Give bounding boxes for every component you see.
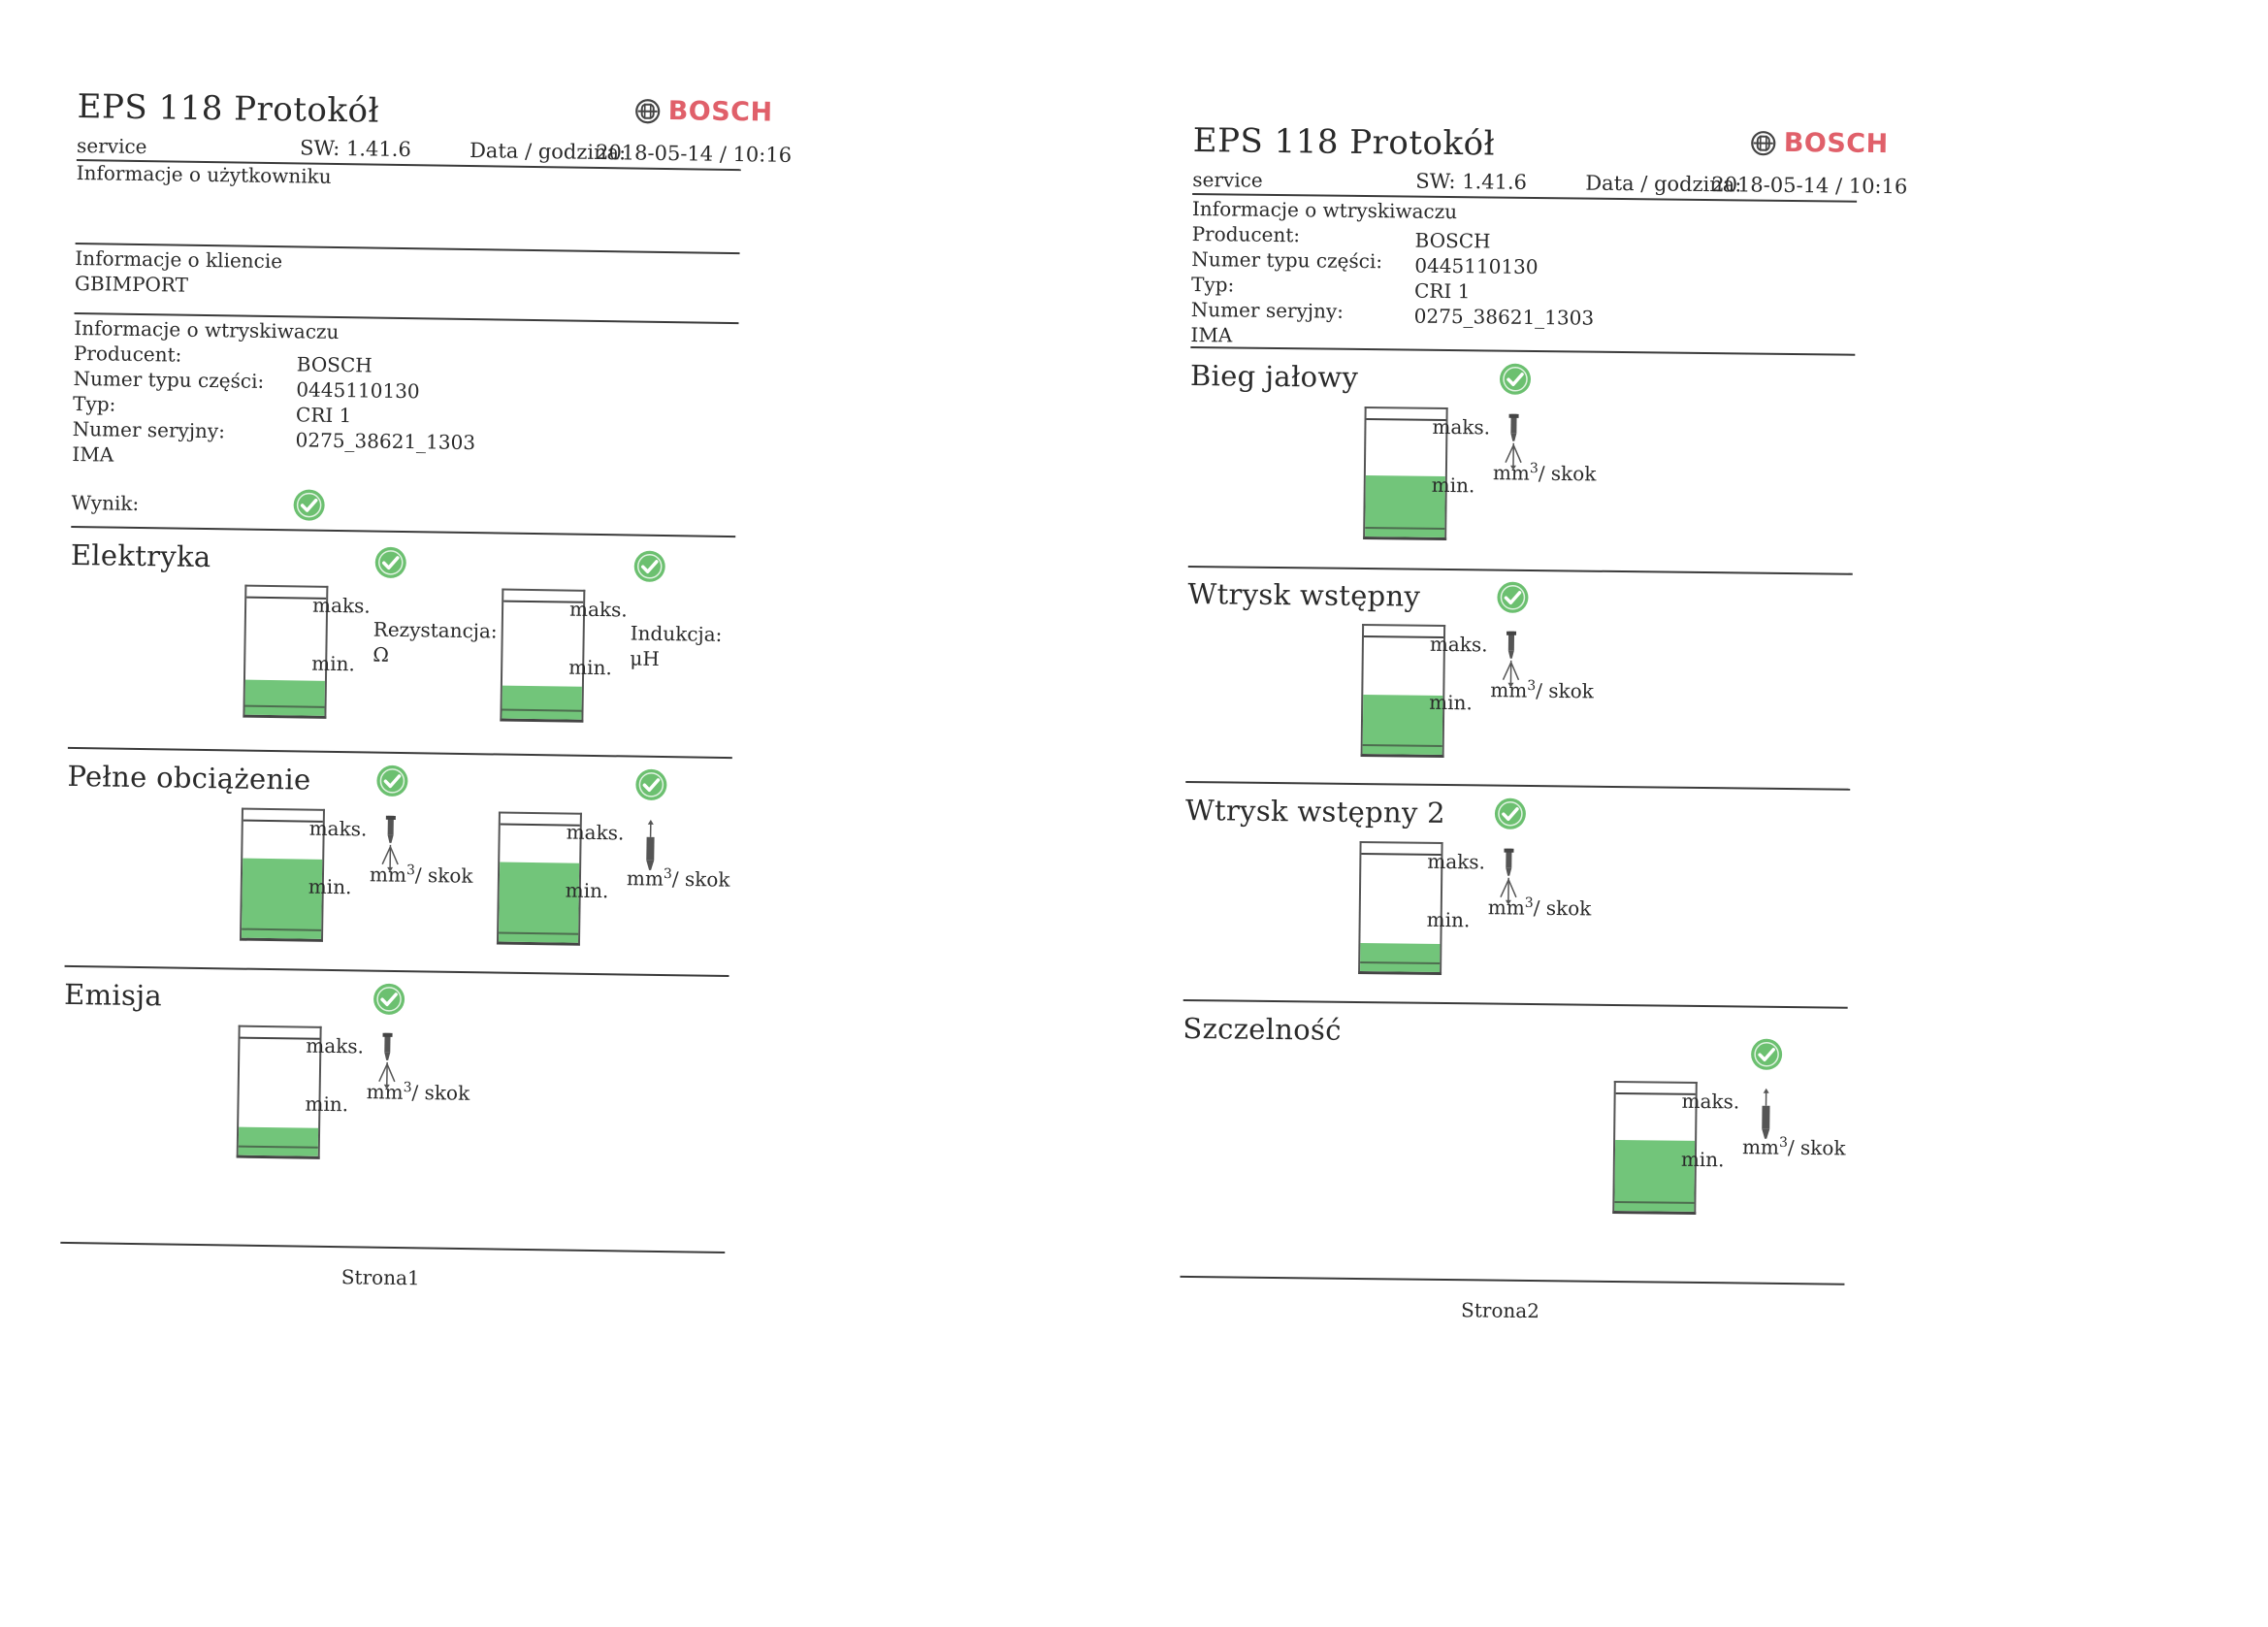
bosch-wordmark: BOSCH	[1783, 127, 1889, 160]
bosch-logo: BOSCH	[1751, 127, 1889, 160]
min-label: min.	[1429, 690, 1473, 715]
elektryka-ok-icon	[374, 546, 408, 580]
wtrysk-ok-icon	[1496, 581, 1529, 614]
bosch-emblem-icon	[635, 98, 661, 123]
min-label: min.	[305, 1091, 349, 1117]
section-title-wtrysk-wstepny: Wtrysk wstępny	[1187, 576, 1421, 613]
max-label: maks.	[1429, 632, 1488, 657]
max-label: maks.	[1681, 1089, 1740, 1114]
injector-info-heading: Informacje o wtryskiwaczu	[74, 315, 340, 344]
producer-label: Producent:	[73, 341, 182, 367]
result-ok-icon	[292, 488, 326, 522]
min-label: min.	[568, 655, 612, 680]
section-title-wtrysk-wstepny-2: Wtrysk wstępny 2	[1184, 793, 1446, 830]
serial-label: Numer seryjny:	[1190, 297, 1345, 323]
min-label: min.	[1426, 907, 1471, 932]
szczelnosc-ok-icon	[1750, 1038, 1783, 1071]
type-value: CRI 1	[1413, 278, 1471, 304]
pelne-ok-icon	[634, 768, 668, 802]
part-number-value: 0445110130	[1414, 253, 1539, 279]
section-title-emisja: Emisja	[63, 977, 163, 1013]
divider	[67, 746, 732, 760]
max-label: maks.	[1432, 414, 1491, 439]
producer-label: Producent:	[1191, 221, 1301, 247]
footer-divider	[1180, 1275, 1845, 1285]
bosch-emblem-icon	[1751, 130, 1776, 155]
part-number-label: Numer typu części:	[1191, 246, 1383, 274]
unit-mm3-per-stroke: mm3/ skok	[1492, 460, 1597, 486]
injector-info-heading: Informacje o wtryskiwaczu	[1191, 196, 1458, 224]
ima-label: IMA	[1190, 322, 1233, 347]
page-title: EPS 118 Protokół	[1192, 121, 1496, 164]
unit-mm3-per-stroke: mm3/ skok	[369, 862, 473, 888]
page-title: EPS 118 Protokół	[77, 87, 380, 131]
section-title-bieg-jalowy: Bieg jałowy	[1189, 358, 1359, 394]
client-name: GBIMPORT	[74, 271, 189, 297]
bosch-logo: BOSCH	[634, 96, 773, 128]
min-label: min.	[311, 651, 356, 676]
max-label: maks.	[1427, 849, 1486, 874]
serial-value: 0275_38621_1303	[295, 428, 476, 455]
type-label: Typ:	[1190, 272, 1235, 297]
bosch-wordmark: BOSCH	[667, 96, 773, 128]
divider	[71, 525, 736, 538]
part-number-value: 0445110130	[296, 377, 420, 404]
unit-mm3-per-stroke: mm3/ skok	[366, 1080, 470, 1105]
divider	[1190, 345, 1856, 356]
divider	[1183, 998, 1848, 1009]
resistance-unit: Ω	[373, 642, 390, 667]
date-value: 2018-05-14 / 10:16	[595, 140, 793, 167]
max-label: maks.	[568, 597, 628, 622]
divider	[1185, 780, 1851, 791]
producer-value: BOSCH	[1414, 228, 1491, 253]
producer-value: BOSCH	[296, 352, 373, 377]
emisja-ok-icon	[373, 983, 406, 1017]
min-label: min.	[1680, 1147, 1725, 1172]
date-value: 2018-05-14 / 10:16	[1711, 173, 1908, 199]
unit-mm3-per-stroke: mm3/ skok	[626, 866, 730, 892]
serial-value: 0275_38621_1303	[1413, 304, 1595, 330]
type-label: Typ:	[72, 391, 116, 416]
service-label: service	[1192, 167, 1263, 192]
client-info-heading: Informacje o kliencie	[75, 245, 283, 274]
page-number: Strona1	[340, 1265, 420, 1290]
page-number: Strona2	[1460, 1298, 1540, 1323]
section-title-elektryka: Elektryka	[70, 537, 211, 574]
resistance-label: Rezystancja:	[373, 617, 498, 643]
unit-mm3-per-stroke: mm3/ skok	[1490, 677, 1594, 703]
unit-mm3-per-stroke: mm3/ skok	[1487, 895, 1592, 921]
type-value: CRI 1	[295, 403, 352, 428]
max-label: maks.	[308, 816, 368, 841]
section-title-pelne-obciazenie: Pełne obciążenie	[67, 759, 311, 797]
unit-mm3-per-stroke: mm3/ skok	[1741, 1134, 1846, 1160]
protocol-page-1: EPS 118 Protokół service SW: 1.41.6 Data…	[55, 87, 1086, 1596]
pelne-ok-icon	[375, 765, 409, 798]
result-label: Wynik:	[71, 490, 140, 515]
inductance-unit: μH	[630, 646, 660, 670]
bieg-ok-icon	[1499, 363, 1532, 396]
max-label: maks.	[311, 593, 371, 618]
max-label: maks.	[566, 820, 625, 845]
divider	[64, 964, 729, 978]
elektryka-ok-icon	[632, 550, 666, 584]
protocol-page-2: EPS 118 Protokół service SW: 1.41.6 Data…	[1177, 121, 2202, 1627]
min-label: min.	[308, 874, 352, 899]
section-title-szczelnosc: Szczelność	[1183, 1011, 1342, 1047]
min-label: min.	[1431, 472, 1475, 498]
footer-divider	[60, 1241, 726, 1254]
software-version: SW: 1.41.6	[299, 136, 411, 162]
ima-label: IMA	[72, 441, 114, 467]
software-version: SW: 1.41.6	[1415, 169, 1528, 194]
serial-label: Numer seryjny:	[72, 416, 226, 443]
max-label: maks.	[306, 1033, 365, 1058]
inductance-label: Indukcja:	[630, 621, 723, 646]
wtrysk2-ok-icon	[1494, 797, 1527, 830]
user-info-heading: Informacje o użytkowniku	[76, 160, 332, 188]
service-label: service	[76, 133, 147, 159]
part-number-label: Numer typu części:	[73, 366, 265, 393]
min-label: min.	[565, 878, 609, 903]
divider	[1187, 565, 1853, 575]
